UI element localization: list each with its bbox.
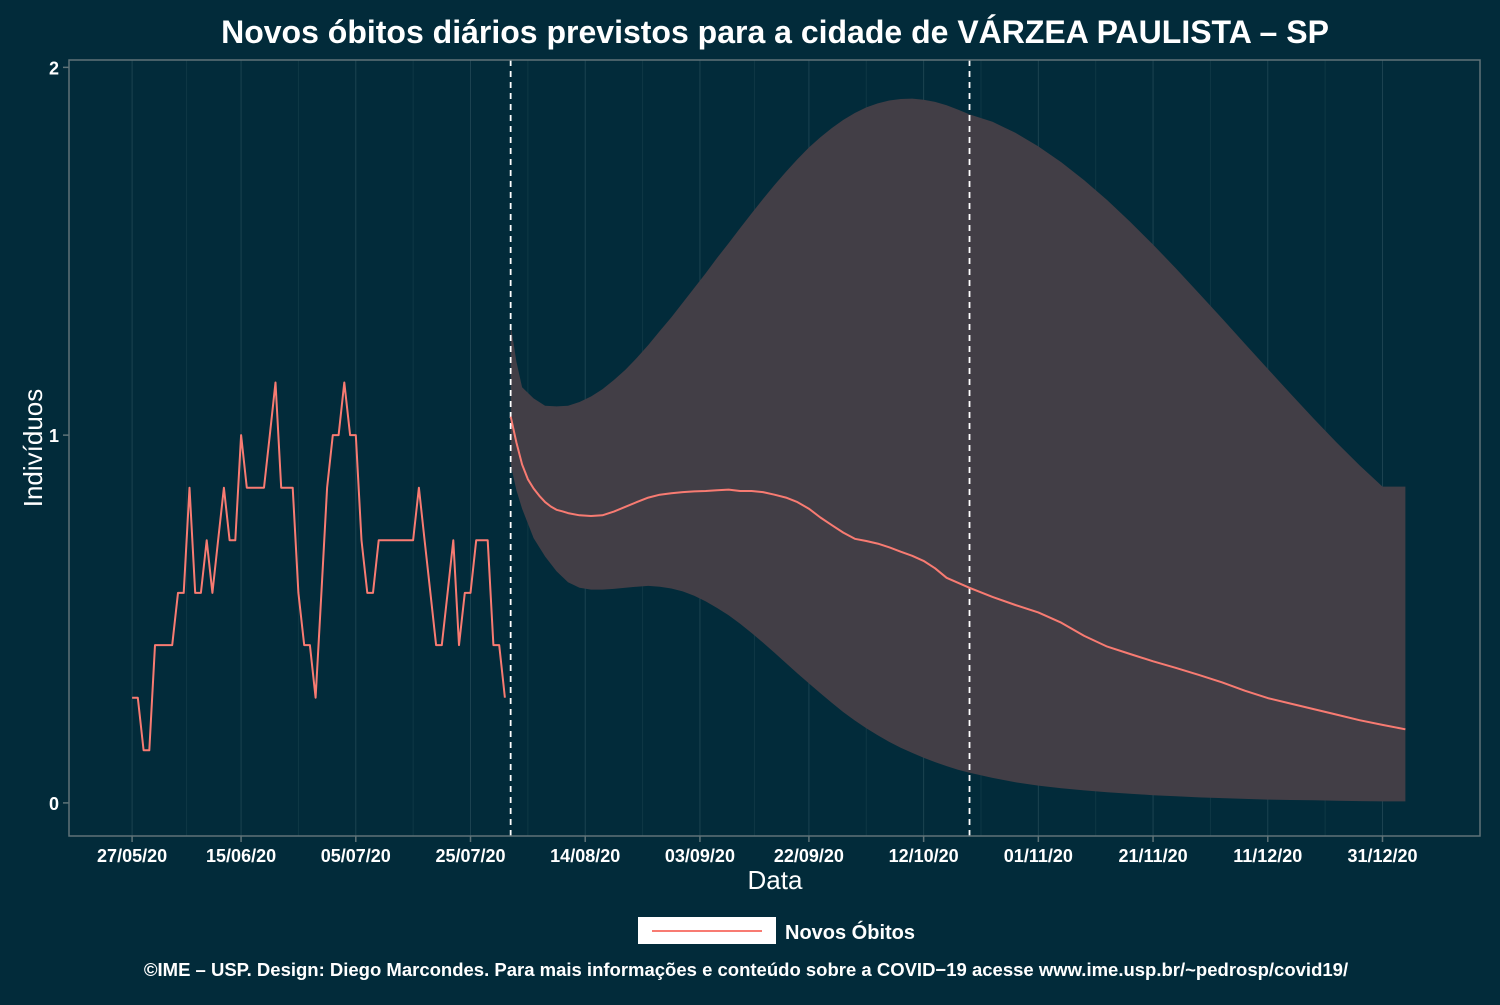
x-tick-label: 31/12/20 bbox=[1347, 846, 1417, 866]
confidence-band bbox=[510, 98, 1406, 802]
y-tick-label: 0 bbox=[49, 794, 59, 814]
y-axis-ticks: 0 1 2 bbox=[49, 58, 69, 814]
x-tick-label: 11/12/20 bbox=[1233, 846, 1302, 866]
x-tick-label: 05/07/20 bbox=[321, 846, 391, 866]
x-tick-label: 27/05/20 bbox=[97, 846, 167, 866]
x-tick-label: 12/10/20 bbox=[889, 846, 959, 866]
x-tick-label: 14/08/20 bbox=[550, 846, 620, 866]
x-tick-label: 15/06/20 bbox=[206, 846, 276, 866]
chart-title: Novos óbitos diários previstos para a ci… bbox=[221, 14, 1329, 50]
x-tick-label: 22/09/20 bbox=[774, 846, 844, 866]
x-tick-label: 01/11/20 bbox=[1004, 846, 1073, 866]
x-tick-label: 25/07/20 bbox=[435, 846, 505, 866]
legend: Novos Óbitos bbox=[638, 917, 915, 944]
x-axis-ticks: 27/05/20 15/06/20 05/07/20 25/07/20 14/08/20… bbox=[97, 836, 1418, 866]
legend-label: Novos Óbitos bbox=[785, 920, 915, 944]
x-axis-label: Data bbox=[748, 865, 803, 895]
y-tick-label: 1 bbox=[49, 426, 59, 446]
forecast-series-line bbox=[509, 416, 1406, 731]
confidence-band-layer bbox=[510, 98, 1406, 802]
reference-lines bbox=[509, 60, 971, 836]
series-line-layer bbox=[132, 381, 1406, 752]
y-axis-label: Indivíduos bbox=[18, 389, 48, 508]
observed-series-line bbox=[132, 381, 506, 752]
y-tick-label: 2 bbox=[49, 58, 59, 78]
plot-panel-border bbox=[68, 59, 1481, 837]
x-tick-label: 03/09/20 bbox=[665, 846, 735, 866]
footer-credit: ©IME – USP. Design: Diego Marcondes. Par… bbox=[144, 959, 1348, 980]
x-tick-label: 21/11/20 bbox=[1119, 846, 1188, 866]
